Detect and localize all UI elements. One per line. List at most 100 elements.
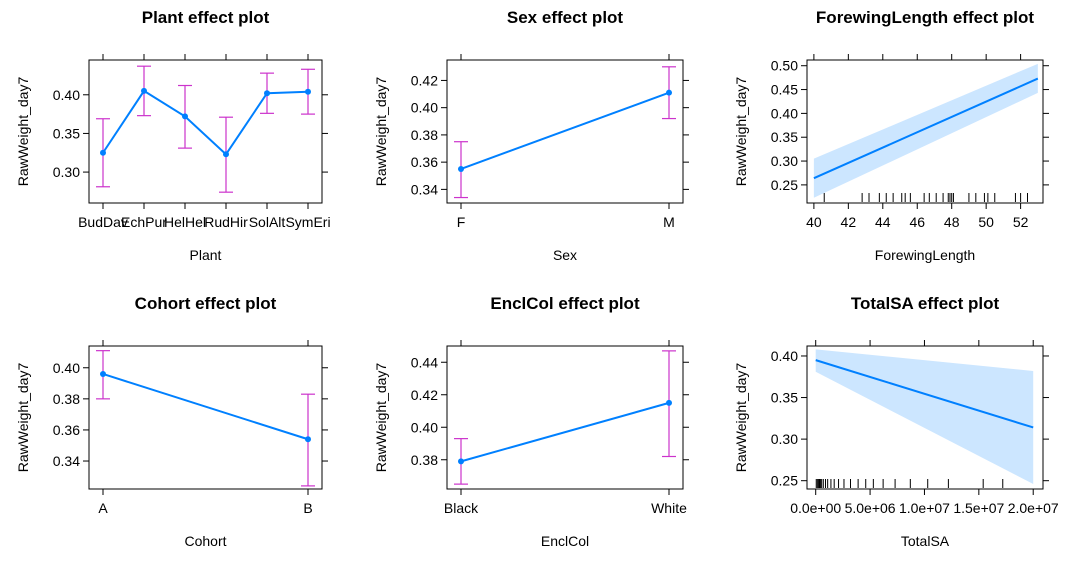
x-tick-label: 40: [806, 214, 822, 230]
x-axis-label: Plant: [190, 247, 222, 263]
effect-point: [458, 458, 464, 465]
x-tick-label: 46: [909, 214, 925, 230]
plot-title: ForewingLength effect plot: [816, 8, 1034, 27]
y-tick-label: 0.36: [53, 422, 80, 438]
plot-frame: [88, 345, 323, 490]
y-tick-label: 0.25: [771, 177, 798, 193]
effect-panel-6: 0.25 0.30 0.35 0.40 0.0e+00 5.0e+06 1.0e+07 1.5…: [733, 294, 1059, 549]
x-tick-label: 44: [875, 214, 891, 230]
y-tick-label: 0.45: [771, 82, 798, 98]
effect-point: [666, 399, 672, 406]
y-axis-label: RawWeight_day7: [733, 363, 749, 473]
x-axis-label: EnclCol: [541, 533, 589, 549]
effect-panel-5: 0.38 0.40 0.42 0.44 Black White EnclCol effect…: [373, 294, 689, 549]
y-axis-label: RawWeight_day7: [15, 77, 31, 187]
effect-panel-4: 0.34 0.36 0.38 0.40 A B Cohort effect plot Coho…: [15, 294, 328, 549]
x-tick-label: M: [663, 214, 675, 230]
x-tick-label: 42: [841, 214, 857, 230]
x-tick-label: 48: [944, 214, 960, 230]
effect-line: [460, 91, 670, 170]
plot-frame: [806, 59, 1044, 204]
y-tick-label: 0.44: [411, 354, 438, 370]
y-tick-label: 0.30: [53, 164, 80, 180]
x-tick-label: B: [303, 500, 312, 516]
y-tick-label: 0.35: [771, 129, 798, 145]
y-tick-label: 0.34: [53, 453, 80, 469]
effect-line: [102, 89, 309, 156]
plot-frame: [806, 345, 1044, 490]
y-axis-label: RawWeight_day7: [733, 77, 749, 187]
x-axis-label: Sex: [553, 247, 577, 263]
effect-point: [182, 113, 188, 120]
effect-line: [102, 373, 309, 441]
x-tick-label: A: [98, 500, 108, 516]
x-tick-label: 0.0e+00: [790, 500, 841, 516]
effect-point: [305, 436, 311, 443]
y-tick-label: 0.38: [411, 452, 438, 468]
y-tick-label: 0.40: [53, 87, 80, 103]
x-tick-label: F: [457, 214, 466, 230]
y-axis-label: RawWeight_day7: [373, 77, 389, 187]
x-tick-label: SymEri: [285, 214, 330, 230]
effect-panel-3: 0.25 0.30 0.35 0.40 0.45 0.50 40 42 44 46 48 50 52 Fo…: [733, 8, 1049, 263]
y-tick-label: 0.42: [411, 387, 438, 403]
y-tick-label: 0.38: [411, 127, 438, 143]
y-tick-label: 0.42: [411, 72, 438, 88]
rug: [823, 193, 1028, 202]
x-tick-label: 1.0e+07: [899, 500, 950, 516]
x-tick-label: HelHel: [164, 214, 206, 230]
plot-frame: [446, 59, 684, 204]
y-tick-label: 0.30: [771, 431, 798, 447]
y-tick-label: 0.50: [771, 58, 798, 74]
y-tick-label: 0.38: [53, 391, 80, 407]
y-tick-label: 0.30: [771, 153, 798, 169]
x-axis-label: ForewingLength: [875, 247, 975, 263]
x-tick-label: 1.5e+07: [953, 500, 1004, 516]
effect-panel-2: 0.34 0.36 0.38 0.40 0.42 F M Sex effect plot Sex…: [373, 8, 689, 263]
effect-point: [458, 165, 464, 172]
effect-point: [141, 87, 147, 94]
effect-line: [460, 401, 670, 463]
plot-title: EnclCol effect plot: [490, 294, 640, 313]
y-tick-label: 0.40: [771, 348, 798, 364]
x-tick-label: White: [651, 500, 687, 516]
effect-point: [264, 90, 270, 97]
effect-point: [223, 151, 229, 158]
plot-title: Plant effect plot: [142, 8, 270, 27]
y-tick-label: 0.34: [411, 181, 438, 197]
y-axis-label: RawWeight_day7: [373, 363, 389, 473]
plot-title: Sex effect plot: [507, 8, 624, 27]
plot-title: Cohort effect plot: [135, 294, 277, 313]
plot-frame: [88, 59, 323, 204]
x-tick-label: SolAlt: [249, 214, 286, 230]
effect-line: [815, 359, 1034, 429]
y-tick-label: 0.40: [411, 100, 438, 116]
y-tick-label: 0.35: [53, 125, 80, 141]
x-tick-label: EchPur: [121, 214, 167, 230]
y-tick-label: 0.40: [53, 360, 80, 376]
x-tick-label: 52: [1013, 214, 1029, 230]
x-tick-label: BudDav: [78, 214, 128, 230]
x-tick-label: 50: [978, 214, 994, 230]
confidence-band: [813, 63, 1038, 198]
effect-point: [100, 370, 106, 377]
effect-line: [813, 77, 1039, 180]
confidence-band: [815, 349, 1034, 485]
y-tick-label: 0.35: [771, 390, 798, 406]
effect-point: [305, 88, 311, 95]
plot-title: TotalSA effect plot: [851, 294, 1000, 313]
x-tick-label: 2.0e+07: [1008, 500, 1059, 516]
x-axis-label: TotalSA: [901, 533, 950, 549]
y-tick-label: 0.25: [771, 473, 798, 489]
x-tick-label: Black: [444, 500, 479, 516]
rug: [815, 479, 1004, 488]
y-tick-label: 0.36: [411, 154, 438, 170]
effect-point: [100, 149, 106, 156]
y-axis-label: RawWeight_day7: [15, 363, 31, 473]
y-tick-label: 0.40: [771, 105, 798, 121]
x-tick-label: RudHir: [204, 214, 248, 230]
x-tick-label: 5.0e+06: [845, 500, 896, 516]
plot-frame: [446, 345, 684, 490]
